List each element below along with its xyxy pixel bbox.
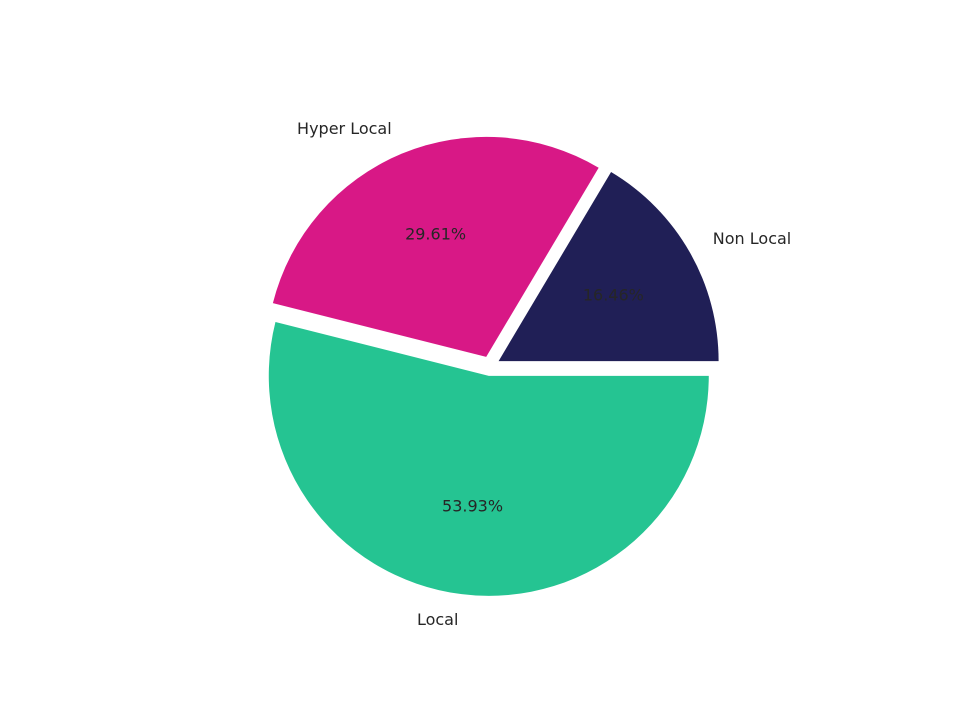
category-label-non-local: Non Local	[713, 229, 791, 248]
slice-local	[268, 322, 709, 596]
pie-slices	[268, 136, 719, 596]
slice-hyper-local	[272, 136, 599, 357]
pie-labels: 16.46% Non Local 29.61% Hyper Local 53.93% Lo…	[297, 119, 791, 629]
slice-non-local	[498, 172, 719, 362]
category-label-local: Local	[417, 610, 458, 629]
percent-label-hyper-local: 29.61%	[405, 224, 466, 243]
percent-label-non-local: 16.46%	[583, 285, 644, 304]
category-label-hyper-local: Hyper Local	[297, 119, 392, 138]
percent-label-local: 53.93%	[442, 496, 503, 515]
